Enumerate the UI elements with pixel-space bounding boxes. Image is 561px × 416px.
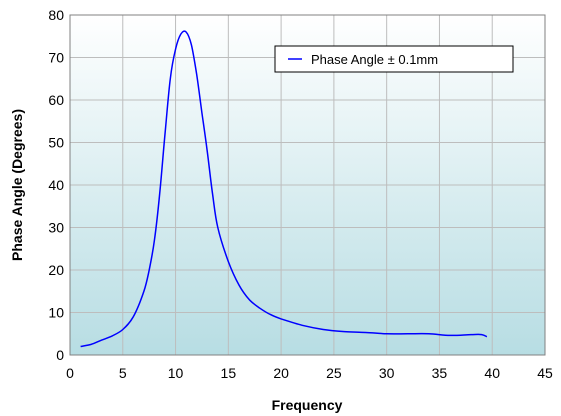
legend-label: Phase Angle ± 0.1mm [311,52,438,67]
x-tick-label: 40 [484,365,500,381]
x-tick-label: 45 [537,365,553,381]
y-tick-label: 40 [48,177,64,193]
y-tick-label: 60 [48,92,64,108]
y-tick-label: 10 [48,305,64,321]
plot-border [69,14,546,356]
y-axis-ticks: 0 10 20 30 40 50 60 70 80 [48,7,64,363]
x-tick-label: 10 [168,365,184,381]
series-layer [80,30,488,348]
y-tick-label: 70 [48,50,64,66]
y-tick-label: 20 [48,262,64,278]
x-tick-label: 15 [221,365,237,381]
legend-box [274,45,514,73]
y-tick-label: 30 [48,220,64,236]
x-axis-ticks: 0 5 10 15 20 25 30 35 40 45 [66,365,553,381]
x-tick-label: 0 [66,365,74,381]
legend: Phase Angle ± 0.1mm [274,45,514,73]
x-tick-label: 35 [432,365,448,381]
y-axis-label: Phase Angle (Degrees) [9,109,25,261]
y-tick-label: 80 [48,7,64,23]
x-axis-label: Frequency [272,397,343,413]
x-tick-label: 5 [119,365,127,381]
x-tick-label: 25 [326,365,342,381]
series-line [80,30,488,348]
y-tick-label: 0 [56,347,64,363]
y-tick-label: 50 [48,135,64,151]
x-tick-label: 20 [273,365,289,381]
x-tick-label: 30 [379,365,395,381]
